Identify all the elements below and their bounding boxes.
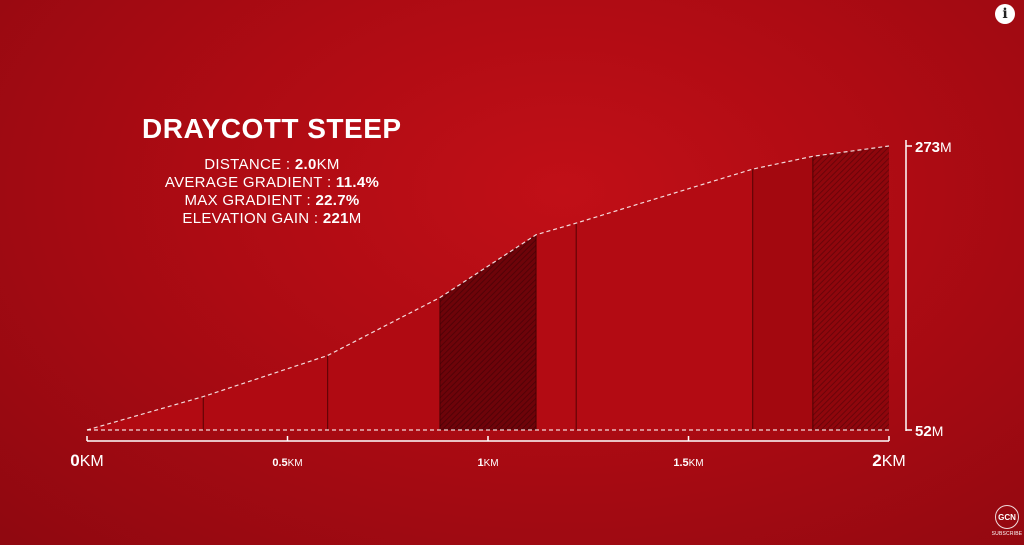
info-icon[interactable]: i: [995, 4, 1015, 24]
gcn-logo[interactable]: GCN SUBSCRIBE: [990, 505, 1024, 545]
profile-segment-3: [327, 297, 440, 430]
profile-segment-6: [576, 169, 753, 430]
segment-dividers: [202, 156, 814, 430]
profile-outline: [86, 145, 890, 431]
y-axis: 273M 52M: [905, 139, 952, 440]
stat-max-gradient: MAX GRADIENT : 22.7%: [184, 192, 360, 209]
x-tick-label-3: 1.5KM: [673, 457, 703, 469]
profile-segment-2: [203, 355, 328, 430]
profile-segment-1: [87, 396, 204, 430]
stat-average-gradient: AVERAGE GRADIENT : 11.4%: [164, 174, 380, 191]
subscribe-label: SUBSCRIBE: [991, 531, 1023, 537]
x-axis: 0KM 0.5KM 1KM 1.5KM 2KM: [70, 436, 906, 470]
profile-segment-hatch-4: [439, 234, 537, 430]
climb-stats: DISTANCE : 2.0KM AVERAGE GRADIENT : 11.4…: [140, 156, 404, 228]
x-tick-label-2: 1KM: [477, 457, 498, 469]
x-tick-label-4: 2KM: [872, 451, 905, 470]
x-tick-label-0: 0KM: [70, 451, 103, 470]
profile-segment-5: [536, 223, 577, 430]
stat-elevation-gain: ELEVATION GAIN : 221M: [182, 210, 362, 227]
profile-segment-hatch-8: [812, 146, 889, 430]
y-tick-label-1: 52M: [915, 423, 943, 440]
profile-segment-7: [752, 156, 813, 431]
logo-mark: GCN: [995, 505, 1019, 529]
x-tick-label-1: 0.5KM: [272, 457, 302, 469]
stat-distance: DISTANCE : 2.0KM: [204, 156, 340, 173]
climb-title: DRAYCOTT STEEP: [142, 113, 402, 144]
y-tick-label-0: 273M: [915, 139, 952, 156]
profile-segments: [87, 146, 889, 431]
